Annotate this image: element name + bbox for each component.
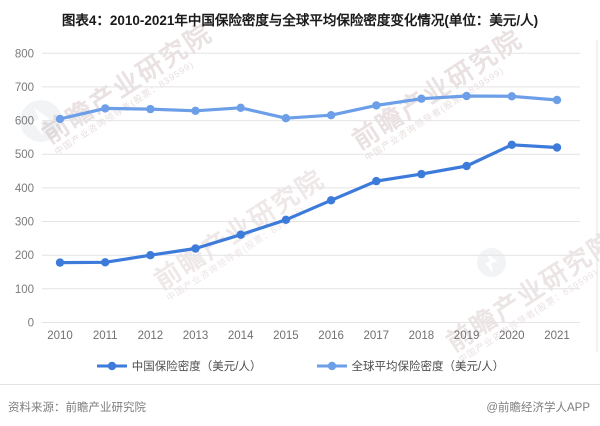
data-point-global-2019[interactable] <box>462 91 471 101</box>
y-tick-label: 100 <box>15 284 34 296</box>
data-point-china-2010[interactable] <box>55 258 65 267</box>
data-point-global-2012[interactable] <box>146 104 155 114</box>
series-line-china <box>58 143 559 265</box>
series-line-global <box>58 94 559 121</box>
y-tick-label: 400 <box>15 183 34 195</box>
x-tick-label: 2021 <box>544 330 570 342</box>
chart-canvas: 0 100 200 300 400 500 600 700 800 2010 2011 2012 201… <box>15 40 598 352</box>
y-tick-label: 200 <box>15 250 34 262</box>
source-note: 资料来源：前瞻产业研究院 <box>8 402 146 414</box>
credit-note: @前瞻经济学人APP <box>486 402 590 414</box>
x-tick-label: 2018 <box>409 330 435 342</box>
chart-title: 图表4：2010-2021年中国保险密度与全球平均保险密度变化情况(单位：美元/… <box>61 13 539 28</box>
data-point-china-2017[interactable] <box>372 176 381 186</box>
footer-divider <box>0 384 600 385</box>
x-tick-label: 2012 <box>138 330 164 342</box>
data-point-global-2015[interactable] <box>281 114 291 123</box>
data-point-global-2010[interactable] <box>55 114 65 124</box>
data-point-china-2011[interactable] <box>101 258 110 267</box>
legend-marker-china-icon <box>96 361 127 371</box>
y-tick-label: 800 <box>15 48 34 60</box>
data-point-china-2018[interactable] <box>417 169 426 179</box>
x-tick-label: 2015 <box>273 330 299 342</box>
data-point-global-2017[interactable] <box>372 101 381 110</box>
footer: 资料来源：前瞻产业研究院 @前瞻经济学人APP <box>0 395 600 415</box>
y-tick-label: 700 <box>15 82 34 94</box>
legend-item-china[interactable]: 中国保险密度（美元/人） <box>96 358 262 374</box>
data-point-china-2020[interactable] <box>507 140 516 149</box>
legend-label-china: 中国保险密度（美元/人） <box>131 361 262 373</box>
x-tick-label: 2011 <box>93 330 118 342</box>
x-tick-label: 2019 <box>454 330 480 342</box>
y-tick-label: 300 <box>15 217 34 229</box>
y-tick-label: 600 <box>15 116 34 128</box>
x-tick-label: 2020 <box>499 330 525 342</box>
x-tick-label: 2017 <box>364 330 390 342</box>
data-point-china-2021[interactable] <box>552 143 562 152</box>
data-point-global-2013[interactable] <box>191 106 200 116</box>
x-tick-label: 2016 <box>318 330 344 342</box>
legend-label-global: 全球平均保险密度（美元/人） <box>351 361 505 373</box>
chart-legend: 中国保险密度（美元/人） 全球平均保险密度（美元/人） <box>0 358 600 374</box>
data-point-china-2013[interactable] <box>191 244 200 253</box>
data-point-global-2021[interactable] <box>552 95 562 105</box>
data-point-china-2012[interactable] <box>146 251 155 260</box>
data-point-china-2014[interactable] <box>236 230 245 239</box>
legend-marker-global-icon <box>316 361 347 371</box>
data-point-global-2018[interactable] <box>417 94 426 103</box>
data-point-global-2014[interactable] <box>236 103 245 112</box>
x-tick-label: 2010 <box>47 330 73 342</box>
data-point-global-2011[interactable] <box>101 104 110 113</box>
data-point-global-2016[interactable] <box>326 111 336 120</box>
y-tick-label: 500 <box>15 149 34 161</box>
data-point-global-2020[interactable] <box>507 92 516 101</box>
data-point-china-2016[interactable] <box>326 196 336 205</box>
legend-item-global[interactable]: 全球平均保险密度（美元/人） <box>316 358 505 374</box>
data-point-china-2019[interactable] <box>462 161 471 171</box>
y-tick-label: 0 <box>28 318 34 330</box>
x-tick-label: 2013 <box>183 330 209 342</box>
data-point-china-2015[interactable] <box>281 215 291 224</box>
x-tick-label: 2014 <box>228 330 254 342</box>
